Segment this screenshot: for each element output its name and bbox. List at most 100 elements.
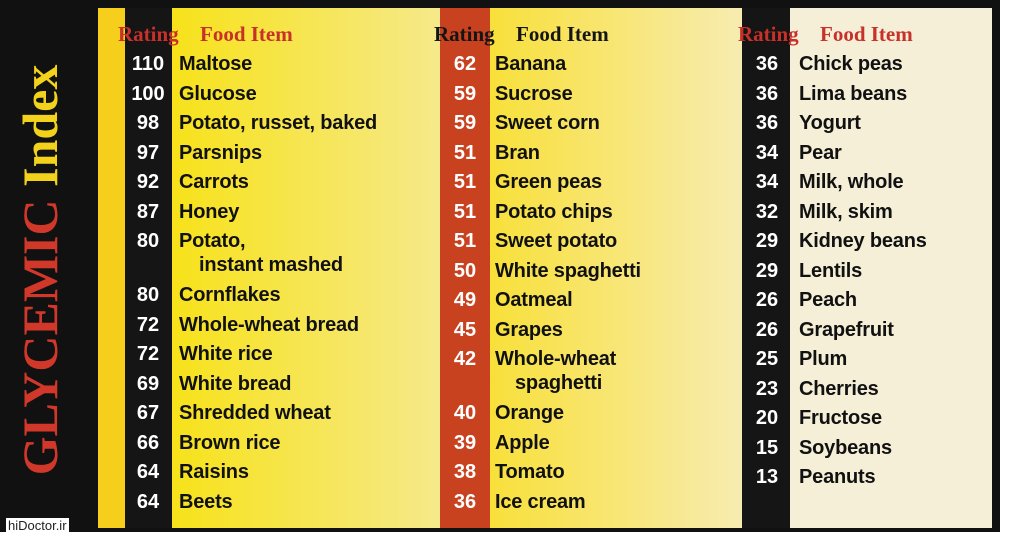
food-item: Glucose bbox=[179, 82, 257, 105]
title-word: GLYCEMIC bbox=[12, 199, 68, 476]
rating: 66 bbox=[136, 431, 160, 454]
title: GLYCEMIC Index bbox=[11, 65, 69, 476]
title-word: Index bbox=[12, 64, 68, 187]
rating: 62 bbox=[453, 53, 477, 75]
food-item: Bran bbox=[495, 141, 540, 164]
band bbox=[98, 8, 125, 528]
food-item: Lima beans bbox=[799, 82, 908, 105]
rating: 38 bbox=[453, 461, 477, 483]
food-item: Banana bbox=[495, 53, 567, 75]
food-item: Peanuts bbox=[799, 466, 876, 488]
food-item: Oatmeal bbox=[495, 289, 573, 311]
food-item: Green peas bbox=[495, 171, 602, 193]
rating: 29 bbox=[755, 230, 779, 252]
food-item: Chick peas bbox=[799, 53, 903, 75]
rating: 80 bbox=[136, 284, 160, 306]
rating: 92 bbox=[136, 171, 160, 193]
rating: 97 bbox=[136, 141, 160, 164]
food-item: Milk, skim bbox=[799, 200, 893, 223]
food-item: Sweet potato bbox=[495, 230, 618, 252]
food-item: Milk, whole bbox=[799, 171, 904, 193]
food-item: White bread bbox=[179, 372, 292, 395]
food-item: Parsnips bbox=[179, 141, 262, 164]
food-item: Tomato bbox=[495, 461, 565, 483]
band bbox=[125, 8, 172, 528]
food-item: Sweet corn bbox=[495, 112, 600, 134]
rating: 42 bbox=[453, 348, 477, 370]
rating: 26 bbox=[755, 318, 779, 341]
rating: 64 bbox=[136, 490, 160, 513]
food-item: Potato, russet, baked bbox=[179, 112, 378, 134]
food-item: Whole-wheat bread bbox=[179, 313, 359, 336]
food-item: Whole-wheat spaghetti bbox=[495, 348, 617, 394]
food-item: Kidney beans bbox=[799, 230, 927, 252]
watermark: hiDoctor.ir bbox=[6, 518, 69, 533]
rating: 87 bbox=[136, 200, 160, 223]
food-item: Lentils bbox=[799, 259, 863, 282]
rating: 69 bbox=[136, 372, 160, 395]
food-item: Potato, instant mashed bbox=[179, 230, 343, 276]
food-item: Orange bbox=[495, 402, 564, 424]
rating: 13 bbox=[755, 466, 779, 488]
rating: 49 bbox=[453, 289, 477, 311]
food-item: White rice bbox=[179, 343, 273, 365]
rating: 36 bbox=[453, 490, 477, 513]
food-item: Fructose bbox=[799, 407, 882, 429]
food-item: Raisins bbox=[179, 461, 249, 483]
rating: 34 bbox=[755, 171, 779, 193]
rating: 80 bbox=[136, 230, 160, 252]
rating: 29 bbox=[755, 259, 779, 282]
food-item: Apple bbox=[495, 431, 550, 454]
rating: 72 bbox=[136, 313, 160, 336]
band bbox=[172, 8, 440, 528]
food-item: Brown rice bbox=[179, 431, 281, 454]
rating: 20 bbox=[755, 407, 779, 429]
rating: 51 bbox=[453, 171, 477, 193]
header-food: Food Item bbox=[200, 22, 293, 46]
food-item: White spaghetti bbox=[495, 259, 641, 282]
header-rating: Rating bbox=[738, 22, 799, 46]
band bbox=[790, 8, 992, 528]
rating: 26 bbox=[755, 289, 779, 311]
rating: 39 bbox=[453, 431, 477, 454]
food-item: Cherries bbox=[799, 377, 879, 400]
rating: 36 bbox=[755, 112, 779, 134]
rating: 100 bbox=[131, 82, 165, 105]
food-item: Shredded wheat bbox=[179, 402, 331, 424]
food-item: Yogurt bbox=[799, 112, 861, 134]
food-item: Grapefruit bbox=[799, 318, 894, 341]
rating: 51 bbox=[453, 200, 477, 223]
rating: 25 bbox=[755, 348, 779, 370]
band bbox=[742, 8, 790, 528]
food-item: Soybeans bbox=[799, 436, 892, 459]
rating: 50 bbox=[453, 259, 477, 282]
rating: 36 bbox=[755, 53, 779, 75]
rating: 59 bbox=[453, 112, 477, 134]
header-food: Food Item bbox=[516, 22, 609, 46]
food-item: Carrots bbox=[179, 171, 249, 193]
rating: 15 bbox=[755, 436, 779, 459]
food-item: Cornflakes bbox=[179, 284, 281, 306]
food-item: Honey bbox=[179, 200, 240, 223]
food-item: Ice cream bbox=[495, 490, 586, 513]
food-item: Plum bbox=[799, 348, 848, 370]
rating: 34 bbox=[755, 141, 779, 164]
rating: 110 bbox=[131, 53, 165, 75]
food-item: Pear bbox=[799, 141, 842, 164]
rating: 67 bbox=[136, 402, 160, 424]
rating: 51 bbox=[453, 230, 477, 252]
rating: 98 bbox=[136, 112, 160, 134]
food-item: Peach bbox=[799, 289, 857, 311]
rating: 64 bbox=[136, 461, 160, 483]
rating: 72 bbox=[136, 343, 160, 365]
food-item: Sucrose bbox=[495, 82, 573, 105]
band bbox=[490, 8, 742, 528]
food-item: Maltose bbox=[179, 53, 253, 75]
header-rating: Rating bbox=[118, 22, 179, 46]
rating: 51 bbox=[453, 141, 477, 164]
rating: 23 bbox=[755, 377, 779, 400]
rating: 36 bbox=[755, 82, 779, 105]
header-food: Food Item bbox=[820, 22, 913, 46]
band bbox=[440, 8, 490, 528]
